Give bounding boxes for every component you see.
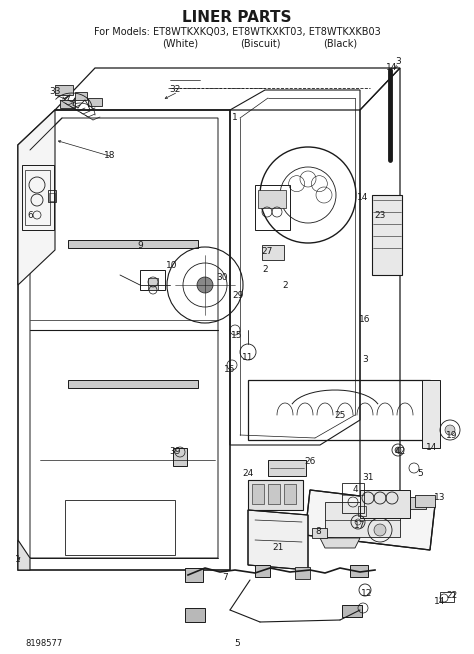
Bar xyxy=(258,190,286,208)
Bar xyxy=(49,193,55,201)
Polygon shape xyxy=(18,540,30,570)
Text: 3: 3 xyxy=(362,356,368,364)
Text: 7: 7 xyxy=(222,574,228,583)
Text: For Models: ET8WTKXKQ03, ET8WTKXKT03, ET8WTKXKB03: For Models: ET8WTKXKQ03, ET8WTKXKT03, ET… xyxy=(94,27,380,37)
Circle shape xyxy=(395,447,401,453)
Text: 16: 16 xyxy=(359,315,371,324)
Polygon shape xyxy=(320,538,360,548)
Bar xyxy=(148,278,158,290)
Circle shape xyxy=(445,425,455,435)
Bar xyxy=(262,245,284,260)
Text: 33: 33 xyxy=(49,88,61,97)
Text: 5: 5 xyxy=(417,470,423,479)
Bar xyxy=(268,484,280,504)
Text: 12: 12 xyxy=(361,589,373,598)
Text: 21: 21 xyxy=(272,543,283,553)
Polygon shape xyxy=(248,510,308,570)
Text: 27: 27 xyxy=(261,247,273,256)
Text: 22: 22 xyxy=(447,591,457,600)
Bar xyxy=(295,567,310,579)
Bar xyxy=(358,506,366,516)
Text: 18: 18 xyxy=(104,150,116,160)
Bar xyxy=(25,170,50,225)
Text: 5: 5 xyxy=(234,640,240,649)
Bar xyxy=(48,190,56,202)
Bar xyxy=(408,497,426,509)
Text: 8: 8 xyxy=(315,528,321,536)
Text: 4: 4 xyxy=(352,485,358,494)
Text: 42: 42 xyxy=(394,447,406,456)
Text: 30: 30 xyxy=(216,273,228,283)
Text: 26: 26 xyxy=(304,458,316,466)
Bar xyxy=(185,568,203,582)
Text: 9: 9 xyxy=(137,241,143,249)
Bar xyxy=(75,92,87,100)
Bar xyxy=(248,480,303,510)
Text: 17: 17 xyxy=(354,521,366,530)
Bar xyxy=(255,185,290,230)
Polygon shape xyxy=(18,110,55,285)
Text: 31: 31 xyxy=(362,473,374,483)
Text: (White): (White) xyxy=(162,38,198,48)
Text: 23: 23 xyxy=(374,211,386,220)
Bar xyxy=(312,528,327,538)
Text: 15: 15 xyxy=(231,330,243,339)
Text: 14: 14 xyxy=(426,443,438,453)
Bar xyxy=(255,565,270,577)
Circle shape xyxy=(197,277,213,293)
Bar xyxy=(68,240,198,248)
Bar xyxy=(60,100,75,108)
Text: 2: 2 xyxy=(282,281,288,290)
Text: (Black): (Black) xyxy=(323,38,357,48)
Text: 39: 39 xyxy=(169,447,181,456)
Text: 14: 14 xyxy=(386,63,398,73)
Text: 24: 24 xyxy=(242,470,254,479)
Bar xyxy=(173,448,187,466)
Text: 1: 1 xyxy=(15,555,21,564)
Circle shape xyxy=(374,524,386,536)
Bar xyxy=(284,484,296,504)
Text: (Biscuit): (Biscuit) xyxy=(240,38,280,48)
Text: 3: 3 xyxy=(395,58,401,67)
Bar xyxy=(185,608,205,622)
Bar xyxy=(360,490,410,518)
Bar xyxy=(268,460,306,476)
Text: 8198577: 8198577 xyxy=(25,640,62,649)
Bar xyxy=(422,380,440,448)
Bar xyxy=(415,495,435,507)
Bar xyxy=(325,502,400,537)
Text: 1: 1 xyxy=(232,114,238,122)
Bar xyxy=(68,380,198,388)
Text: 11: 11 xyxy=(242,353,254,362)
Text: 2: 2 xyxy=(262,266,268,275)
Bar xyxy=(342,483,364,513)
Text: 14: 14 xyxy=(357,194,369,203)
Bar xyxy=(342,605,362,617)
Polygon shape xyxy=(305,490,435,550)
Text: 10: 10 xyxy=(166,260,178,269)
Bar xyxy=(55,85,73,95)
Bar xyxy=(65,500,175,555)
Bar xyxy=(22,165,54,230)
Text: 6: 6 xyxy=(27,211,33,220)
Text: 25: 25 xyxy=(334,411,346,419)
Bar xyxy=(88,98,102,106)
Text: 13: 13 xyxy=(434,494,446,502)
Bar xyxy=(140,270,165,290)
Text: 32: 32 xyxy=(169,86,181,94)
Text: 29: 29 xyxy=(232,290,244,300)
Text: 14: 14 xyxy=(434,598,446,606)
Text: LINER PARTS: LINER PARTS xyxy=(182,10,292,26)
Bar xyxy=(440,592,454,602)
Bar xyxy=(350,565,368,577)
Bar xyxy=(252,484,264,504)
Text: 19: 19 xyxy=(446,430,458,439)
Text: 15: 15 xyxy=(224,366,236,375)
Bar xyxy=(372,195,402,275)
